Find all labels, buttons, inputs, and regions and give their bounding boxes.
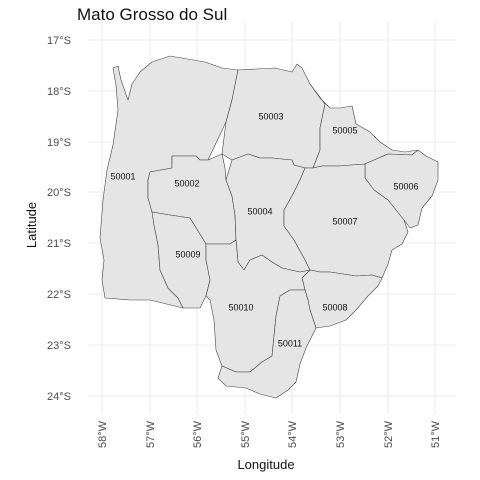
map-title: Mato Grosso do Sul <box>77 5 227 24</box>
region-50007[interactable] <box>283 163 409 279</box>
region-label-50001: 50001 <box>110 171 135 181</box>
region-label-50005: 50005 <box>332 125 357 135</box>
region-50008[interactable] <box>301 269 383 329</box>
y-axis-title: Latitude <box>24 202 39 248</box>
x-tick-label: 58°W <box>97 420 109 448</box>
x-tick-label: 52°W <box>383 420 395 448</box>
y-tick-label: 21°S <box>47 238 71 250</box>
region-labels: 50001 50002 50003 50004 50005 50006 5000… <box>110 111 418 348</box>
region-label-50004: 50004 <box>247 206 272 216</box>
region-label-50003: 50003 <box>258 111 283 121</box>
region-50009[interactable] <box>151 211 211 309</box>
region-label-50011: 50011 <box>278 338 302 348</box>
x-axis-ticks: 58°W 57°W 56°W 55°W 54°W 53°W 52°W 51°W <box>97 420 442 448</box>
x-tick-label: 55°W <box>240 420 252 448</box>
x-tick-label: 51°W <box>430 420 442 448</box>
x-tick-label: 56°W <box>192 420 204 448</box>
region-label-50006: 50006 <box>393 181 418 191</box>
x-tick-label: 53°W <box>335 420 347 448</box>
regions <box>99 55 439 399</box>
y-tick-label: 18°S <box>47 86 71 98</box>
region-label-50010: 50010 <box>228 302 253 312</box>
y-axis-ticks: 17°S 18°S 19°S 20°S 21°S 22°S 23°S 24°S <box>47 35 71 403</box>
region-label-50002: 50002 <box>174 178 199 188</box>
y-tick-label: 22°S <box>47 289 71 301</box>
region-label-50007: 50007 <box>332 216 357 226</box>
region-50011[interactable] <box>217 289 317 399</box>
y-tick-label: 20°S <box>47 187 71 199</box>
y-tick-label: 23°S <box>47 340 71 352</box>
region-label-50009: 50009 <box>175 249 200 259</box>
x-tick-label: 57°W <box>145 420 157 448</box>
x-tick-label: 54°W <box>287 420 299 448</box>
y-tick-label: 24°S <box>47 391 71 403</box>
x-axis-title: Longitude <box>237 457 294 472</box>
region-label-50008: 50008 <box>322 302 347 312</box>
y-tick-label: 19°S <box>47 137 71 149</box>
y-tick-label: 17°S <box>47 35 71 47</box>
